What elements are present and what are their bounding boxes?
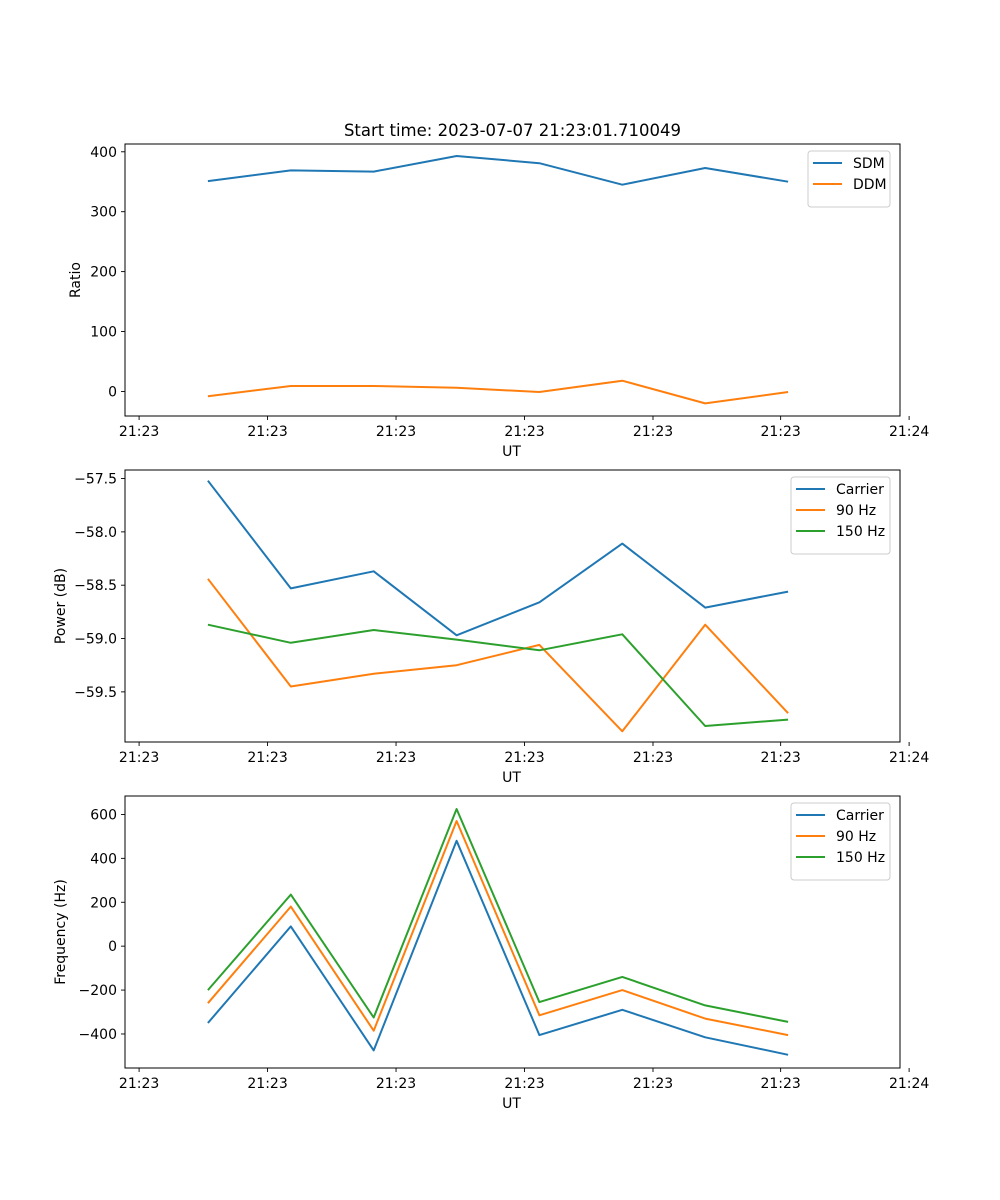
- power-x-tick-label: 21:23: [119, 750, 159, 766]
- frequency-y-tick-label: −200: [79, 983, 117, 999]
- power-legend-label-150-hz: 150 Hz: [836, 524, 885, 540]
- ratio-x-tick-label: 21:23: [119, 424, 159, 440]
- power-y-tick-label: −59.0: [74, 632, 117, 648]
- frequency-x-tick-label: 21:23: [633, 1076, 673, 1092]
- frequency-legend: Carrier 90 Hz 150 Hz: [790, 802, 891, 881]
- ratio-series-ddm-line: [207, 379, 789, 405]
- ratio-y-tick-label: 200: [90, 265, 117, 281]
- power-y-axis-label: Power (dB): [53, 568, 69, 644]
- frequency-panel: 21:23 21:23 21:23 21:23 21:23 21:23 21:24 −400 −…: [53, 795, 929, 1112]
- frequency-y-tick-label: 200: [90, 895, 117, 911]
- ratio-x-axis-label: UT: [502, 444, 521, 460]
- frequency-x-tick-label: 21:23: [247, 1076, 287, 1092]
- frequency-legend-box: [790, 802, 891, 881]
- power-y-tick-label: −58.5: [74, 578, 117, 594]
- ratio-x-tick-label: 21:23: [633, 424, 673, 440]
- ratio-x-tick-label: 21:23: [760, 424, 800, 440]
- power-series-150-hz-line: [207, 623, 789, 727]
- power-legend-label-90-hz: 90 Hz: [836, 503, 876, 519]
- ratio-legend-label-sdm: SDM: [853, 156, 885, 172]
- power-y-tick-label: −58.0: [74, 525, 117, 541]
- frequency-x-tick-label: 21:24: [889, 1076, 929, 1092]
- power-legend-label-carrier: Carrier: [836, 482, 884, 498]
- ratio-panel: 21:23 21:23 21:23 21:23 21:23 21:23 21:24 0 100 2…: [68, 143, 929, 460]
- frequency-legend-label-carrier: Carrier: [836, 808, 884, 824]
- ratio-x-tick-label: 21:23: [247, 424, 287, 440]
- figure-title: Start time: 2023-07-07 21:23:01.710049: [344, 121, 681, 140]
- frequency-x-tick-label: 21:23: [504, 1076, 544, 1092]
- ratio-y-tick-label: 300: [90, 205, 117, 221]
- ratio-x-tick-label: 21:24: [889, 424, 929, 440]
- frequency-y-axis-label: Frequency (Hz): [53, 879, 69, 985]
- frequency-x-tick-label: 21:23: [760, 1076, 800, 1092]
- ratio-x-tick-label: 21:23: [376, 424, 416, 440]
- power-x-tick-label: 21:23: [633, 750, 673, 766]
- power-x-tick-label: 21:23: [760, 750, 800, 766]
- power-x-tick-label: 21:23: [247, 750, 287, 766]
- ratio-legend-box: [807, 150, 891, 208]
- frequency-y-tick-label: 400: [90, 851, 117, 867]
- power-legend-box: [790, 476, 891, 555]
- frequency-y-tick-label: 0: [108, 939, 117, 955]
- frequency-series-150-hz-line: [207, 808, 789, 1023]
- ratio-axes-frame: [124, 143, 901, 417]
- frequency-legend-label-90-hz: 90 Hz: [836, 829, 876, 845]
- frequency-axes-frame: [124, 795, 901, 1069]
- power-panel: 21:23 21:23 21:23 21:23 21:23 21:23 21:24 −59.5…: [53, 469, 929, 786]
- frequency-series-90-hz-line: [207, 820, 789, 1037]
- frequency-y-tick-label: −400: [79, 1027, 117, 1043]
- ratio-series-sdm-line: [207, 155, 789, 186]
- ratio-y-axis-label: Ratio: [68, 262, 84, 298]
- ratio-y-tick-label: 100: [90, 325, 117, 341]
- power-series-carrier-line: [207, 480, 789, 637]
- power-x-tick-label: 21:23: [504, 750, 544, 766]
- frequency-legend-label-150-hz: 150 Hz: [836, 850, 885, 866]
- power-axes-frame: [124, 469, 901, 743]
- frequency-x-tick-label: 21:23: [119, 1076, 159, 1092]
- frequency-series-carrier-line: [207, 839, 789, 1056]
- ratio-y-tick-label: 400: [90, 145, 117, 161]
- power-legend: Carrier 90 Hz 150 Hz: [790, 476, 891, 555]
- ratio-legend: SDM DDM: [807, 150, 891, 208]
- ratio-legend-label-ddm: DDM: [853, 177, 887, 193]
- power-x-axis-label: UT: [502, 770, 521, 786]
- power-y-tick-label: −59.5: [74, 685, 117, 701]
- frequency-y-tick-label: 600: [90, 807, 117, 823]
- frequency-x-axis-label: UT: [502, 1096, 521, 1112]
- power-y-tick-label: −57.5: [74, 472, 117, 488]
- power-x-tick-label: 21:23: [376, 750, 416, 766]
- power-x-tick-label: 21:24: [889, 750, 929, 766]
- ratio-x-tick-label: 21:23: [504, 424, 544, 440]
- frequency-x-tick-label: 21:23: [376, 1076, 416, 1092]
- ratio-y-tick-label: 0: [108, 384, 117, 400]
- power-series-90-hz-line: [207, 578, 789, 733]
